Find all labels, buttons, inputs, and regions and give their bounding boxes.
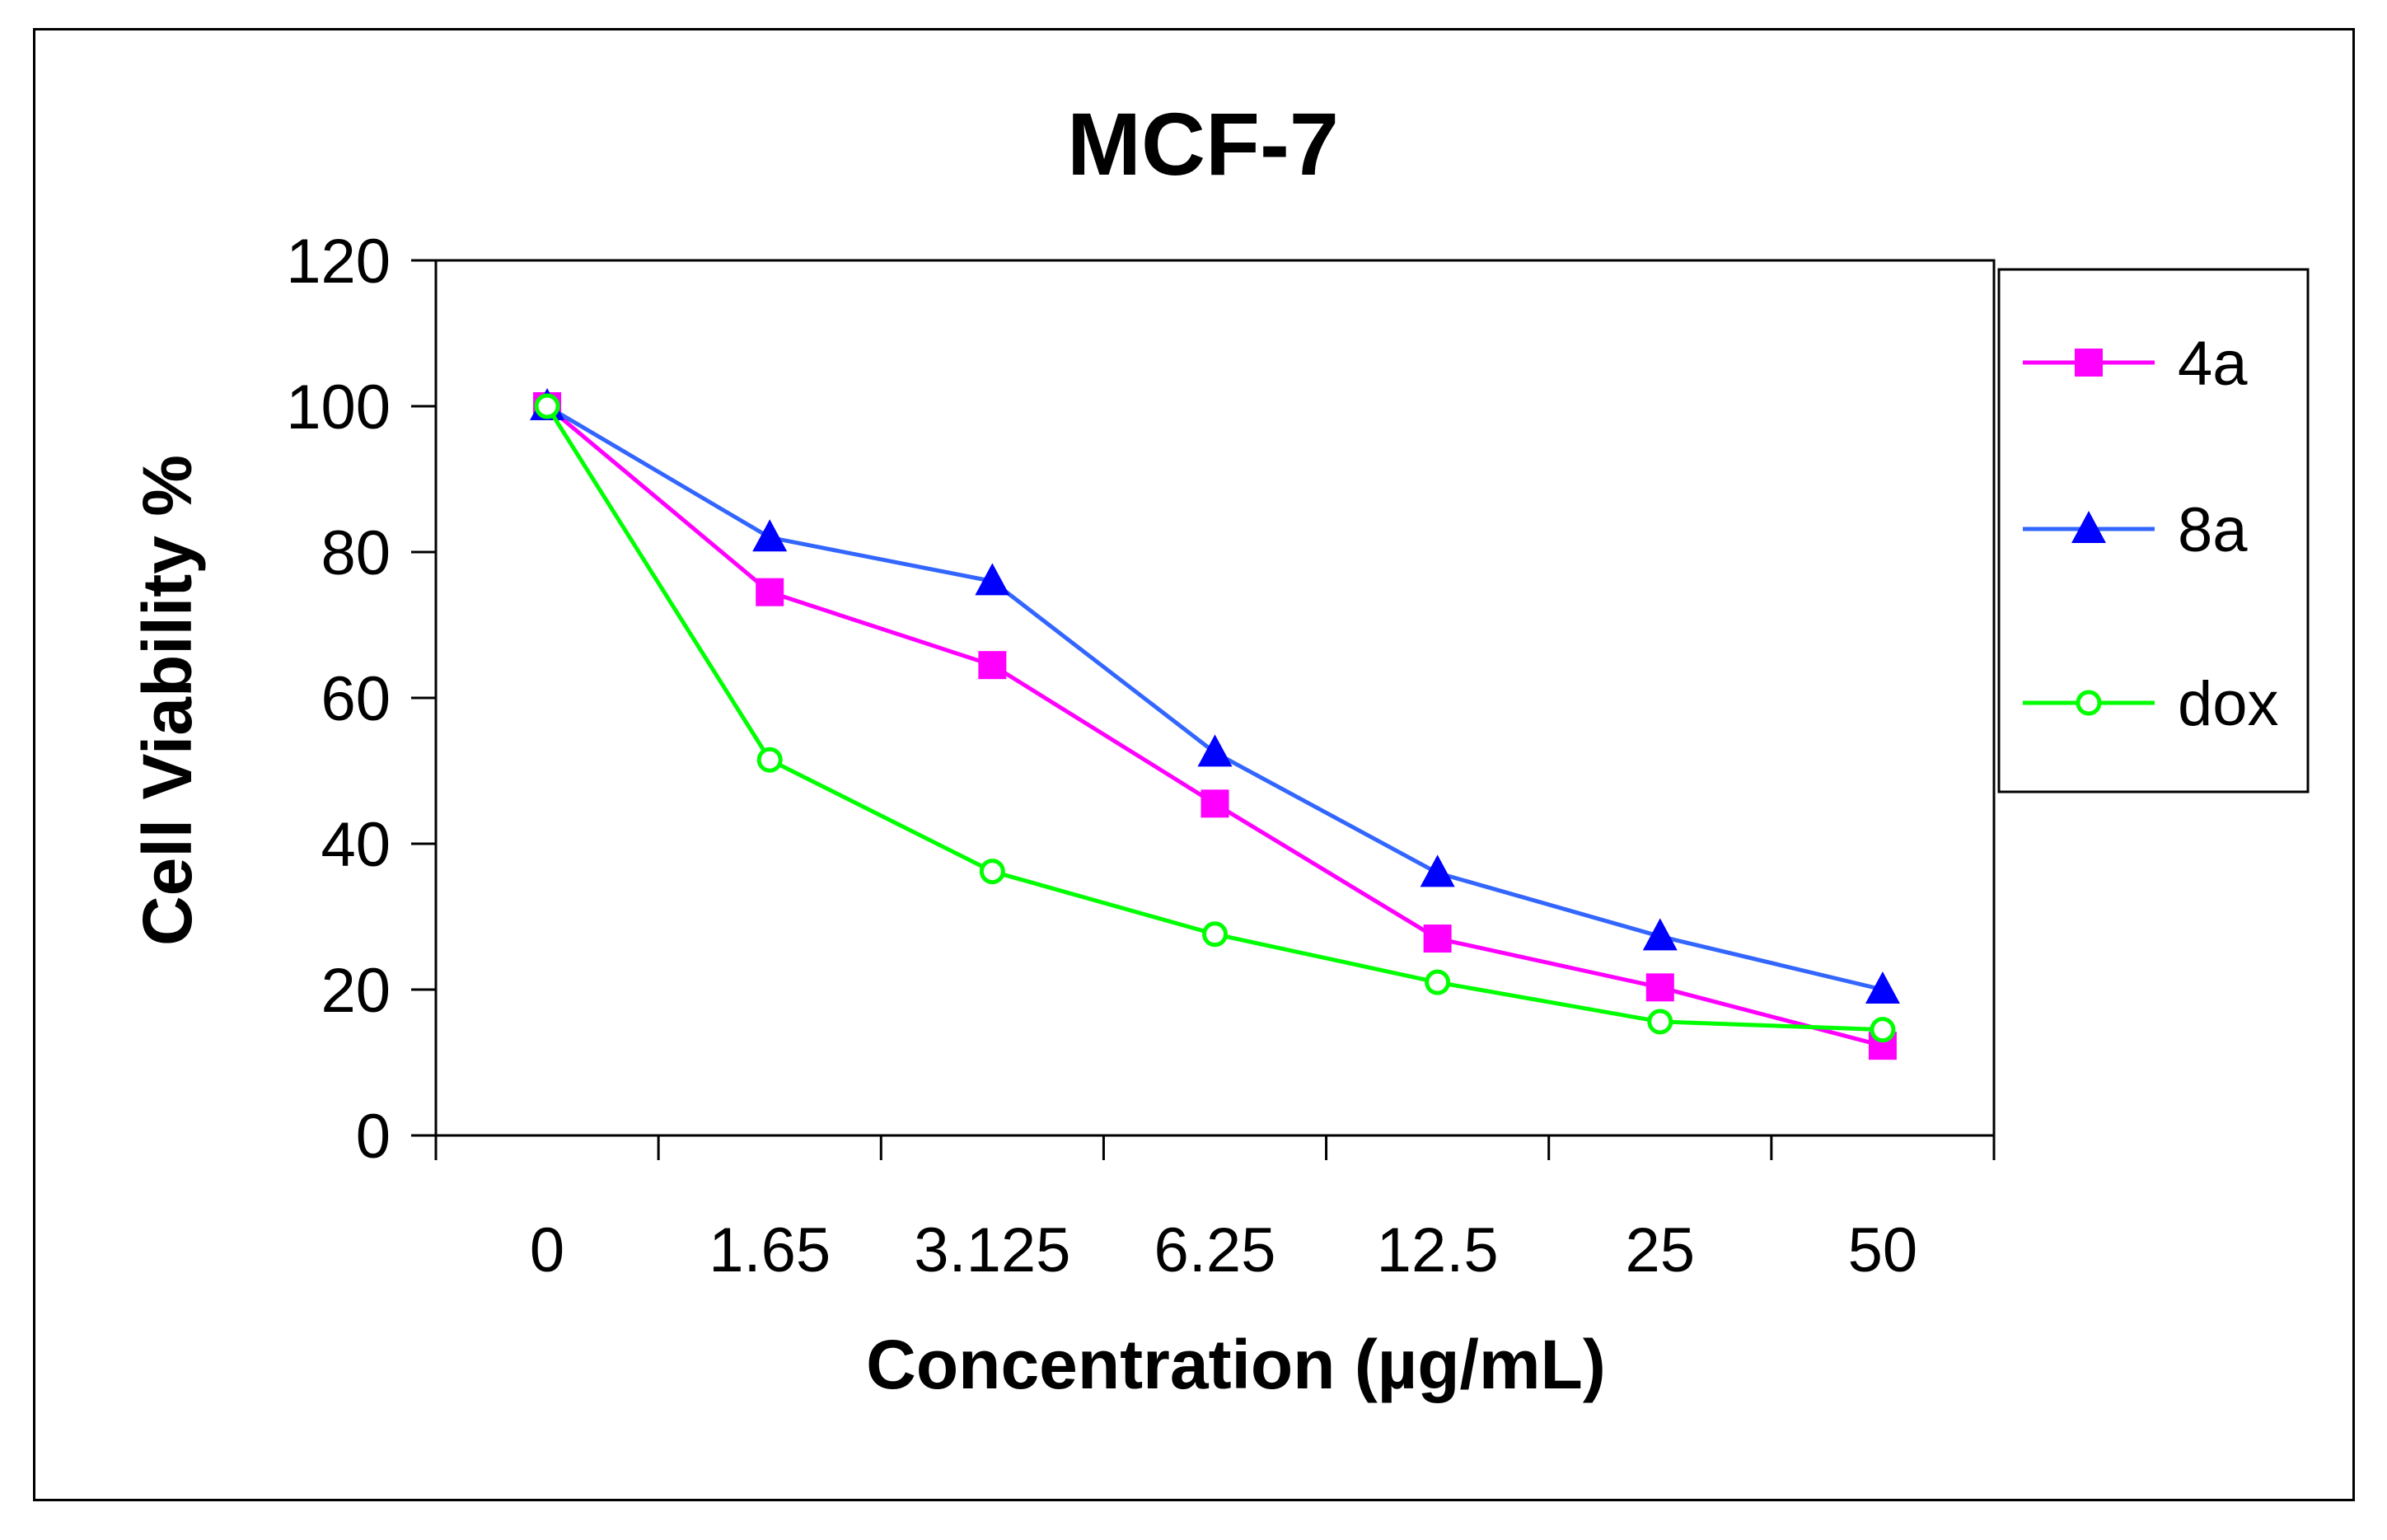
data-point-dox [979, 859, 1005, 885]
data-point-8a [1197, 734, 1233, 767]
axes [411, 259, 1996, 1160]
y-tick-label: 60 [321, 664, 391, 734]
legend-label: dox [2178, 669, 2279, 739]
data-point-dox [756, 747, 783, 773]
x-tick-label: 25 [1626, 1215, 1696, 1285]
y-tick-label: 80 [321, 518, 391, 588]
data-point-8a [1420, 854, 1455, 887]
legend-item-4a: 4a [2023, 329, 2248, 399]
series-layer [530, 388, 1900, 1060]
legend-label: 4a [2178, 329, 2248, 399]
data-point-dox [534, 393, 560, 419]
series-dox [534, 393, 1896, 1043]
legend-label: 8a [2178, 495, 2248, 565]
data-point-dox [1425, 969, 1451, 995]
data-point-8a [1865, 971, 1900, 1004]
data-point-dox [1647, 1009, 1673, 1035]
y-axis-title: Cell Viability % [129, 455, 206, 946]
chart-title: MCF-7 [1067, 94, 1339, 194]
y-tick-labels: 0 20 40 60 80 100 120 [286, 227, 391, 1172]
y-tick-label: 120 [286, 227, 391, 297]
legend-marker [2071, 511, 2106, 543]
data-point-4a [978, 651, 1007, 680]
legend-marker [2076, 690, 2102, 716]
data-point-dox [1202, 921, 1228, 948]
data-point-4a [756, 578, 784, 606]
series-8a [530, 388, 1900, 1004]
data-point-dox [1870, 1017, 1896, 1043]
y-tick-label: 100 [286, 372, 391, 442]
x-tick-label: 50 [1848, 1215, 1918, 1285]
data-point-8a [1642, 918, 1678, 951]
x-tick-label: 12.5 [1377, 1215, 1499, 1285]
x-tick-label: 0 [530, 1215, 564, 1285]
y-tick-label: 40 [321, 810, 391, 880]
y-tick-label: 0 [356, 1102, 391, 1172]
data-point-4a [1645, 973, 1674, 1002]
x-tick-label: 1.65 [709, 1215, 831, 1285]
legend-marker [2075, 349, 2103, 377]
legend-item-8a: 8a [2023, 495, 2248, 565]
data-point-8a [752, 519, 788, 552]
legend: 4a 8a dox [1997, 268, 2310, 793]
y-tick-label: 20 [321, 956, 391, 1026]
legend-item-dox: dox [2023, 669, 2279, 739]
x-tick-labels: 0 1.65 3.125 6.25 12.5 25 50 [530, 1215, 1917, 1285]
x-tick-label: 3.125 [914, 1215, 1070, 1285]
data-point-4a [1201, 789, 1229, 818]
data-point-8a [975, 563, 1010, 596]
x-tick-label: 6.25 [1154, 1215, 1276, 1285]
data-point-4a [1423, 924, 1452, 953]
x-axis-title: Concentration (µg/mL) [866, 1326, 1606, 1403]
plot-area [434, 259, 1996, 1137]
